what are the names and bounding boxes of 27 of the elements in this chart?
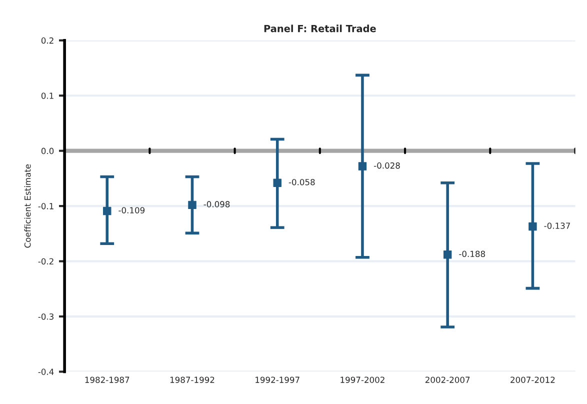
point bbox=[528, 222, 537, 231]
y-axis-title: Coefficient Estimate bbox=[24, 164, 31, 248]
data-label: -0.137 bbox=[544, 222, 570, 229]
data-label: -0.188 bbox=[459, 250, 485, 258]
y-tick-label: 0.0 bbox=[41, 148, 54, 154]
x-tick-label: 1992-1997 bbox=[256, 376, 300, 383]
point bbox=[443, 250, 452, 259]
chart-title: Panel F: Retail Trade bbox=[264, 24, 376, 32]
x-tick-label: 2002-2007 bbox=[425, 376, 470, 383]
data-label: -0.058 bbox=[288, 178, 315, 186]
y-tick-label: -0.4 bbox=[38, 368, 54, 375]
data-label: -0.109 bbox=[118, 207, 145, 214]
point bbox=[188, 200, 196, 210]
x-tick-label: 1987-1992 bbox=[170, 376, 214, 383]
data-label: -0.028 bbox=[374, 162, 400, 169]
x-tick-label: 1997-2002 bbox=[340, 376, 384, 383]
point bbox=[273, 178, 282, 187]
x-tick-label: 2007-2012 bbox=[510, 376, 555, 383]
x-tick-label: 1982-1987 bbox=[85, 376, 130, 383]
data-label: -0.098 bbox=[204, 201, 230, 208]
point bbox=[103, 206, 112, 216]
y-tick-label: -0.1 bbox=[38, 203, 54, 210]
y-tick-label: 0.1 bbox=[41, 92, 54, 99]
y-tick-label: 0.2 bbox=[41, 37, 54, 44]
y-tick-label: -0.3 bbox=[38, 313, 54, 320]
point bbox=[358, 162, 367, 170]
y-tick-label: -0.2 bbox=[38, 258, 54, 265]
